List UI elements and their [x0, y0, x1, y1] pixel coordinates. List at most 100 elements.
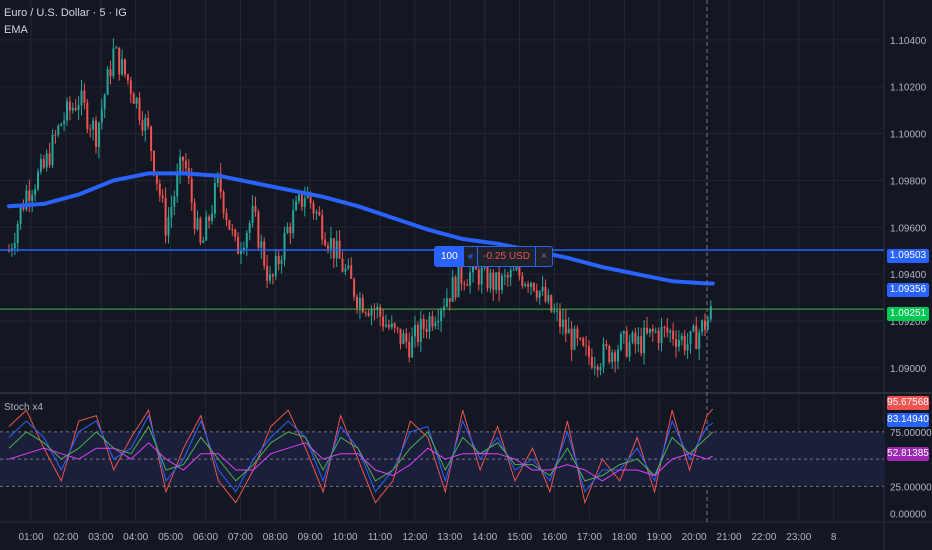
candle-body — [245, 233, 248, 248]
candle-body — [521, 276, 524, 286]
candle-body — [515, 266, 518, 270]
x-tick-label: 15:00 — [507, 532, 532, 543]
candle-body — [8, 250, 10, 252]
candle-body — [506, 275, 509, 278]
candle-body — [289, 226, 292, 234]
candle-body — [614, 352, 617, 362]
candle-body — [332, 238, 335, 259]
candle-body — [411, 336, 414, 358]
candle-body — [31, 195, 34, 201]
candle-body — [637, 336, 640, 345]
candle-body — [315, 211, 318, 214]
candle-body — [451, 277, 454, 302]
candle-body — [535, 290, 538, 298]
candle-body — [489, 272, 492, 289]
candle-body — [199, 218, 202, 243]
symbol-title[interactable]: Euro / U.S. Dollar · 5 · IG — [4, 7, 127, 19]
candle-body — [367, 312, 370, 316]
candle-body — [634, 332, 637, 345]
stoch-indicator-label[interactable]: Stoch x4 — [4, 402, 43, 413]
candle-body — [124, 59, 126, 75]
x-tick-label: 11:00 — [368, 532, 393, 543]
candle-body — [298, 194, 300, 202]
x-tick-label: 22:00 — [751, 532, 776, 543]
candle-body — [617, 349, 619, 362]
candle-body — [321, 215, 324, 240]
candle-body — [646, 327, 648, 333]
candle-body — [599, 366, 602, 371]
candle-body — [564, 319, 567, 334]
candle-body — [300, 194, 303, 207]
candle-body — [541, 286, 544, 292]
y-tick-label: 1.09600 — [890, 223, 927, 234]
stoch-y-tick: 0.00000 — [890, 510, 927, 521]
candle-body — [416, 325, 419, 342]
order-quantity[interactable]: 100 — [435, 247, 464, 266]
candle-body — [547, 295, 550, 302]
candle-body — [434, 322, 437, 327]
candle-body — [619, 333, 622, 350]
candle-body — [219, 173, 222, 193]
order-line-widget[interactable]: 100 « -0.25 USD × — [434, 246, 553, 267]
ema-indicator-label[interactable]: EMA — [4, 24, 28, 36]
candle-body — [698, 332, 701, 350]
candle-body — [660, 326, 663, 343]
candle-body — [153, 150, 155, 175]
candle-body — [663, 326, 666, 328]
candle-body — [344, 268, 347, 272]
candle-body — [106, 69, 109, 95]
candle-body — [480, 267, 483, 285]
candle-body — [347, 265, 350, 269]
x-tick-label: 20:00 — [682, 532, 707, 543]
x-tick-label: 16:00 — [542, 532, 567, 543]
candle-body — [556, 310, 559, 312]
candle-body — [25, 190, 28, 210]
stoch-line — [8, 442, 714, 482]
candle-body — [329, 238, 332, 249]
candle-body — [445, 298, 448, 307]
candle-body — [704, 320, 706, 330]
candle-body — [54, 134, 57, 136]
candle-body — [42, 159, 45, 168]
candle-body — [103, 94, 106, 109]
candle-body — [457, 265, 460, 298]
candle-body — [324, 239, 327, 246]
candle-body — [132, 93, 135, 104]
candle-body — [341, 258, 344, 272]
candle-body — [553, 311, 556, 313]
candle-body — [608, 346, 611, 363]
candle-body — [611, 352, 614, 363]
candle-body — [269, 274, 271, 281]
candle-body — [263, 241, 266, 266]
candle-body — [463, 283, 466, 285]
candle-body — [77, 105, 80, 110]
candle-body — [567, 328, 570, 334]
candle-body — [390, 323, 393, 328]
candle-body — [443, 306, 445, 311]
candle-body — [274, 255, 277, 277]
candle-body — [628, 342, 631, 357]
candle-body — [706, 319, 709, 330]
candle-body — [532, 282, 535, 291]
candle-body — [118, 47, 121, 75]
candle-body — [216, 173, 219, 184]
candle-body — [657, 330, 660, 343]
candle-body — [585, 345, 588, 347]
ema-price-tag: 1.09356 — [887, 283, 929, 297]
candle-body — [428, 316, 431, 332]
candle-body — [63, 120, 66, 124]
ema-line — [7, 171, 715, 286]
candle-body — [495, 272, 498, 291]
candle-body — [176, 174, 179, 197]
candle-body — [112, 48, 115, 77]
x-tick-label: 08:00 — [263, 532, 288, 543]
candle-body — [396, 327, 399, 329]
order-double-arrow-icon[interactable]: « — [467, 251, 474, 262]
candle-body — [573, 328, 576, 350]
candle-body — [60, 123, 63, 126]
candle-body — [167, 217, 170, 236]
y-tick-label: 1.10000 — [890, 130, 927, 141]
order-close-icon[interactable]: × — [540, 251, 547, 262]
candle-body — [486, 263, 489, 289]
